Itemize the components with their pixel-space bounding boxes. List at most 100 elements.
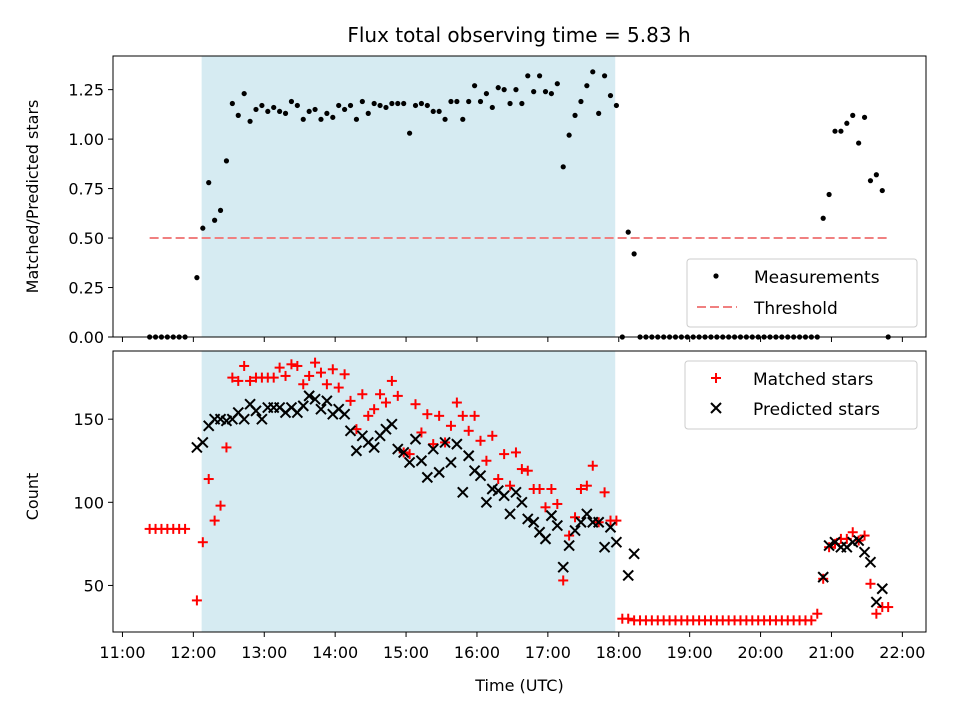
matched-point-11 — [215, 500, 226, 511]
legend-marker-matched — [711, 373, 721, 383]
predicted-point-8 — [238, 413, 250, 425]
predicted-point-55 — [516, 496, 528, 509]
matched-point-80 — [623, 613, 634, 624]
measurement-point-13 — [229, 100, 235, 107]
measurement-point-57 — [489, 104, 495, 111]
measurement-point-22 — [282, 110, 289, 116]
matched-point-72 — [575, 484, 586, 495]
predicted-point-35 — [397, 446, 410, 459]
matched-point-37 — [369, 404, 380, 415]
matched-point-13 — [227, 372, 238, 383]
predicted-point-1 — [197, 436, 209, 449]
matched-point-38 — [375, 389, 386, 400]
measurement-point-37 — [371, 100, 377, 107]
matched-point-54 — [469, 410, 480, 421]
ratio-y-tick-label-0: 0.00 — [68, 328, 104, 347]
predicted-point-40 — [427, 443, 439, 455]
ratio-y-axis: 0.00 0.25 0.50 0.75 1.00 1.25 — [68, 81, 113, 347]
ratio-y-tick-label-3: 0.75 — [68, 180, 104, 199]
matched-point-118 — [847, 527, 858, 538]
predicted-point-65 — [575, 516, 587, 528]
matched-point-56 — [481, 455, 492, 466]
predicted-point-53 — [504, 508, 516, 520]
measurement-point-55 — [477, 98, 484, 105]
matched-point-59 — [499, 449, 510, 460]
measurement-point-74 — [590, 69, 596, 75]
matched-point-112 — [812, 608, 823, 619]
measurement-point-14 — [235, 112, 241, 118]
matched-point-10 — [209, 515, 220, 526]
matched-point-28 — [315, 367, 326, 378]
legend-label-matched: Matched stars — [753, 370, 873, 390]
matched-point-40 — [386, 375, 397, 386]
measurement-point-66 — [542, 89, 549, 95]
measurement-point-30 — [330, 114, 336, 120]
matched-point-8 — [197, 537, 208, 548]
predicted-point-54 — [510, 486, 522, 499]
predicted-point-22 — [321, 395, 333, 407]
legend-label-threshold: Threshold — [753, 299, 838, 319]
matched-point-78 — [611, 515, 622, 526]
predicted-point-57 — [527, 516, 540, 528]
count-x-tick-label-7: 18:00 — [596, 643, 642, 662]
ratio-legend: Measurements Threshold — [686, 258, 918, 328]
matched-point-73 — [581, 480, 592, 491]
measurement-point-53 — [466, 98, 472, 105]
predicted-point-49 — [480, 496, 493, 509]
ratio-y-axis-label: Matched/Predicted stars — [23, 100, 42, 294]
predicted-point-52 — [498, 489, 510, 502]
matched-point-67 — [546, 484, 557, 495]
predicted-point-42 — [439, 436, 451, 449]
matched-point-74 — [587, 460, 598, 471]
matched-point-111 — [806, 615, 817, 626]
matched-point-33 — [345, 395, 356, 406]
count-x-tick-label-9: 20:00 — [738, 643, 784, 662]
measurement-point-17 — [253, 106, 259, 113]
measurement-point-63 — [525, 73, 531, 79]
measurement-point-81 — [631, 251, 637, 257]
matched-point-31 — [333, 382, 344, 393]
measurement-point-12 — [223, 158, 230, 164]
matched-point-6 — [180, 523, 191, 534]
predicted-point-10 — [250, 405, 262, 417]
count-y-axis-label: Count — [23, 473, 42, 521]
matched-point-36 — [363, 410, 374, 421]
measurement-point-34 — [353, 116, 360, 122]
measurement-point-52 — [460, 116, 466, 122]
count-x-tick-label-4: 15:00 — [383, 643, 429, 662]
matched-point-114 — [824, 542, 835, 553]
measurement-point-76 — [601, 73, 608, 79]
measurement-point-45 — [418, 100, 425, 107]
ratio-y-tick-label-4: 1.00 — [68, 130, 104, 149]
predicted-point-62 — [557, 561, 569, 573]
matched-point-14 — [233, 375, 244, 386]
observing-window-shade-bottom — [201, 351, 616, 632]
measurement-point-72 — [578, 98, 584, 105]
observing-window-shade-top — [201, 56, 616, 337]
matched-point-16 — [245, 375, 256, 386]
predicted-point-66 — [581, 508, 593, 520]
predicted-point-30 — [368, 441, 380, 454]
predicted-point-69 — [598, 541, 611, 553]
measurement-point-11 — [217, 207, 224, 213]
count-x-tick-label-3: 14:00 — [312, 643, 358, 662]
measurement-point-114 — [826, 191, 832, 198]
count-x-tick-label-11: 22:00 — [879, 643, 925, 662]
matched-point-26 — [304, 370, 315, 381]
measurement-point-41 — [395, 100, 401, 107]
predicted-point-84 — [876, 583, 888, 595]
measurement-point-40 — [389, 100, 395, 107]
ratio-y-tick-label-1: 0.25 — [68, 279, 104, 298]
matched-point-21 — [274, 362, 285, 373]
ratio-y-tick-label-2: 0.50 — [68, 229, 104, 248]
count-x-tick-label-2: 13:00 — [241, 643, 287, 662]
measurement-point-23 — [288, 98, 295, 105]
measurement-point-8 — [200, 225, 206, 231]
matched-point-58 — [493, 474, 504, 485]
measurement-point-80 — [625, 229, 631, 235]
measurement-point-19 — [265, 108, 271, 115]
measurement-point-59 — [501, 87, 507, 93]
predicted-point-73 — [628, 548, 640, 560]
matched-point-44 — [410, 399, 421, 410]
